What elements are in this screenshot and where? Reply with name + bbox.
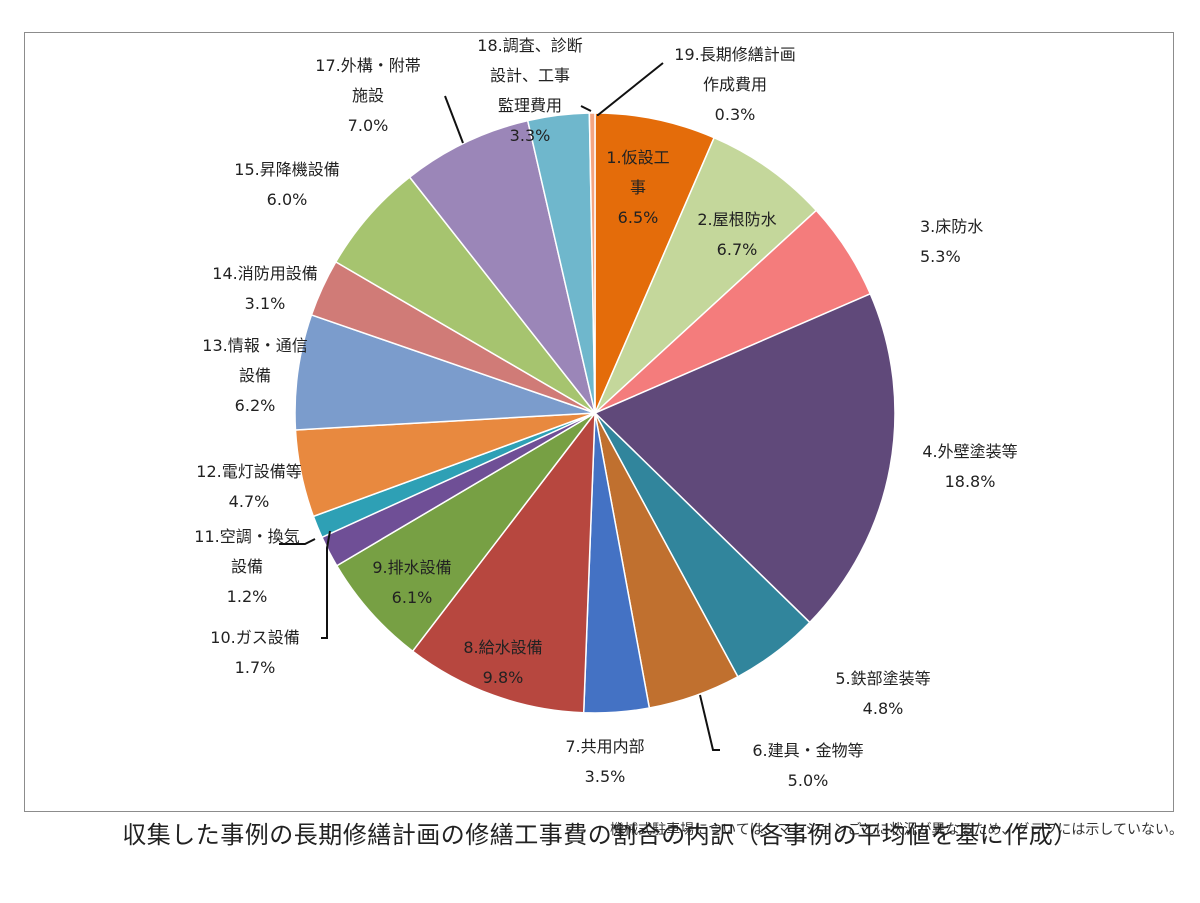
pie-slice-8	[411, 410, 596, 714]
slice-label-14: 14.消防用設備 3.1%	[212, 264, 317, 313]
figure-caption: 収集した事例の長期修繕計画の修繕工事費の割合の内訳（各事例の平均値を基に作成）	[122, 821, 1078, 849]
slice-label-11: 11.空調・換気設備 1.2%	[194, 527, 299, 606]
pie-chart: 1.仮設工事 6.5% 2.屋根防水 6.7% 3.床防水 5.3% 4.外壁塗装等 18.8…	[194, 36, 1017, 790]
pie-slice-16	[408, 119, 596, 414]
slice-label-6: 6.建具・金物等 5.0%	[752, 741, 863, 790]
slice-label-7: 7.共用内部 3.5%	[565, 737, 644, 786]
slice-label-5: 5.鉄部塗装等 4.8%	[835, 669, 930, 718]
pie-slice-13	[294, 313, 596, 431]
slice-label-3: 3.床防水 5.3%	[920, 217, 983, 266]
slice-label-8: 8.給水設備 9.8%	[463, 638, 542, 687]
leader-line-11	[279, 538, 316, 545]
pie-slice-18	[588, 112, 596, 414]
chart-frame: 1.仮設工事 6.5% 2.屋根防水 6.7% 3.床防水 5.3% 4.外壁塗装等 18.8…	[24, 32, 1183, 838]
slice-label-16: 17.外構・附帯施設 7.0%	[315, 56, 420, 135]
slice-label-9: 9.排水設備 6.1%	[372, 558, 451, 607]
leader-line-6	[699, 694, 720, 751]
slice-label-13: 13.情報・通信設備 6.2%	[202, 336, 307, 415]
slice-label-12: 12.電灯設備等 4.7%	[196, 462, 301, 511]
pie-slice-2	[594, 136, 818, 414]
slice-label-15: 15.昇降機設備 6.0%	[234, 160, 339, 209]
pie-slice-4	[593, 292, 896, 624]
leader-line-18	[597, 62, 664, 116]
slice-label-17: 18.調査、診断設計、工事監理費用 3.3%	[477, 36, 582, 145]
pie-slice-1	[594, 112, 716, 414]
chart-footnote: 機械式駐車場については、マンションごとに状況が異なるため、グラフには示していない…	[610, 822, 1183, 838]
slice-label-2: 2.屋根防水 6.7%	[697, 210, 776, 259]
slice-label-18: 19.長期修繕計画作成費用 0.3%	[674, 45, 795, 124]
slice-label-10: 10.ガス設備 1.7%	[210, 628, 299, 677]
slice-label-4: 4.外壁塗装等 18.8%	[922, 442, 1017, 491]
leader-line-10	[321, 530, 331, 639]
slice-label-1: 1.仮設工事 6.5%	[606, 148, 669, 227]
leader-line-16	[444, 95, 464, 144]
leader-line-17	[580, 105, 592, 112]
